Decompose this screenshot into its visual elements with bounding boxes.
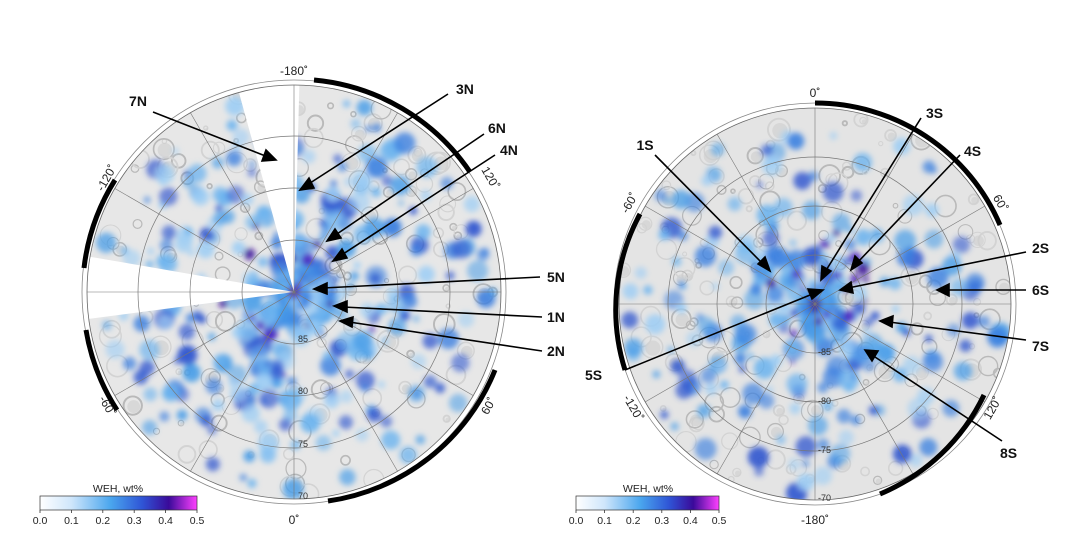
marker-8S: 8S bbox=[1000, 445, 1017, 461]
colorbar-tick-label: 0.4 bbox=[158, 515, 173, 527]
south-lat-80: -80 bbox=[818, 396, 831, 406]
colorbar-tick-label: 0.0 bbox=[569, 515, 584, 527]
marker-6N: 6N bbox=[488, 120, 506, 136]
south-lon-top: 0˚ bbox=[810, 86, 821, 100]
colorbar-tick-label: 0.0 bbox=[33, 515, 48, 527]
south-lon-upper-left: -60˚ bbox=[618, 190, 641, 215]
north-lat-85: 85 bbox=[298, 334, 308, 344]
south-lat-75: -75 bbox=[818, 445, 831, 455]
north-map: -180˚ 0˚ -120˚ 120˚ -60˚ 60˚ 85 80 75 70… bbox=[33, 64, 565, 527]
colorbar-tick-label: 0.4 bbox=[683, 515, 698, 527]
marker-6S: 6S bbox=[1032, 282, 1049, 298]
marker-1N: 1N bbox=[547, 309, 565, 325]
north-meridians bbox=[87, 85, 501, 499]
north-colorbar-title: WEH, wt% bbox=[93, 483, 143, 495]
south-lon-bottom: -180˚ bbox=[801, 513, 829, 527]
south-colorbar: WEH, wt% 0.0 0.1 0.2 0.3 0.4 0.5 bbox=[569, 483, 727, 527]
north-lon-top: -180˚ bbox=[280, 64, 308, 78]
north-lat-70: 70 bbox=[298, 491, 308, 501]
north-lon-upper-right: 120˚ bbox=[478, 164, 502, 192]
north-lon-bottom: 0˚ bbox=[289, 513, 300, 527]
north-colorbar: WEH, wt% 0.0 0.1 0.2 0.3 0.4 0.5 bbox=[33, 483, 205, 527]
north-terrain bbox=[87, 85, 501, 499]
colorbar-tick-label: 0.1 bbox=[64, 515, 79, 527]
north-markers bbox=[152, 93, 543, 352]
colorbar-tick-label: 0.1 bbox=[597, 515, 612, 527]
marker-3S: 3S bbox=[926, 105, 943, 121]
marker-1S: 1S bbox=[636, 137, 653, 153]
south-edge-arcs bbox=[613, 100, 1003, 497]
marker-5N: 5N bbox=[547, 269, 565, 285]
north-lat-75: 75 bbox=[298, 439, 308, 449]
marker-5S: 5S bbox=[585, 367, 602, 383]
colorbar-tick-label: 0.5 bbox=[712, 515, 727, 527]
marker-4N: 4N bbox=[500, 142, 518, 158]
north-no-data-west bbox=[87, 255, 294, 320]
marker-3N: 3N bbox=[456, 81, 474, 97]
colorbar-tick-label: 0.2 bbox=[95, 515, 110, 527]
colorbar-tick-label: 0.2 bbox=[626, 515, 641, 527]
south-meridians bbox=[619, 108, 1011, 500]
south-colorbar-title: WEH, wt% bbox=[623, 483, 673, 495]
south-markers bbox=[624, 117, 1027, 442]
marker-2S: 2S bbox=[1032, 240, 1049, 256]
north-lat-80: 80 bbox=[298, 386, 308, 396]
south-lat-70: -70 bbox=[818, 493, 831, 503]
south-map: 0˚ -180˚ -60˚ 60˚ -120˚ 120˚ -85 -80 -75… bbox=[569, 86, 1049, 527]
north-no-data-top bbox=[230, 85, 300, 292]
marker-7S: 7S bbox=[1032, 338, 1049, 354]
colorbar-tick-label: 0.3 bbox=[654, 515, 669, 527]
south-terrain bbox=[619, 108, 1011, 500]
marker-7N: 7N bbox=[129, 93, 147, 109]
colorbar-tick-label: 0.3 bbox=[127, 515, 142, 527]
marker-2N: 2N bbox=[547, 343, 565, 359]
marker-4S: 4S bbox=[964, 143, 981, 159]
south-lat-85: -85 bbox=[818, 347, 831, 357]
colorbar-tick-label: 0.5 bbox=[190, 515, 205, 527]
